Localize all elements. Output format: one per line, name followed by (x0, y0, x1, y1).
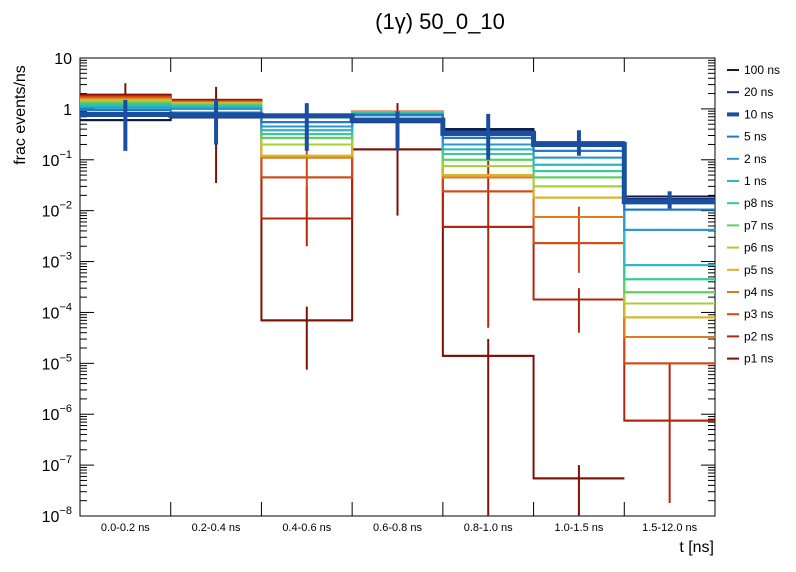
legend-label: 10 ns (744, 107, 773, 121)
legend-label: 100 ns (744, 63, 780, 77)
y-tick-base: 10 (42, 509, 60, 526)
plot-area: 10110−110−210−310−410−510−610−710−80.0-0… (42, 51, 716, 534)
y-tick-exponent: −6 (59, 403, 72, 415)
y-tick-base: 10 (42, 458, 60, 475)
x-tick-label: 0.2-0.4 ns (192, 522, 241, 534)
legend-label: p3 ns (744, 307, 773, 321)
y-tick-base: 10 (42, 204, 60, 221)
y-tick-label: 10−4 (42, 301, 72, 322)
y-tick-label: 1 (63, 102, 72, 119)
legend-label: 5 ns (744, 130, 767, 144)
legend-label: p7 ns (744, 218, 773, 232)
y-tick-base: 10 (42, 305, 60, 322)
x-tick-label: 0.4-0.6 ns (282, 522, 331, 534)
x-axis-title: t [ns] (679, 539, 714, 556)
y-tick-exponent: −2 (59, 200, 72, 212)
y-tick-label: 10−5 (42, 352, 72, 373)
plot-frame (79, 57, 716, 517)
chart-title: (1γ) 50_0_10 (375, 9, 505, 34)
y-tick-base: 10 (42, 356, 60, 373)
y-tick-label: 10−2 (42, 200, 72, 221)
x-tick-label: 0.6-0.8 ns (373, 522, 422, 534)
y-tick-exponent: −8 (59, 505, 72, 517)
x-tick-label: 1.5-12.0 ns (642, 522, 698, 534)
y-tick-base: 10 (42, 255, 60, 272)
legend-label: p6 ns (744, 241, 773, 255)
y-tick-exponent: −1 (59, 149, 72, 161)
legend-label: 2 ns (744, 152, 767, 166)
y-tick-exponent: −3 (59, 251, 72, 263)
x-tick-label: 0.0-0.2 ns (101, 522, 150, 534)
legend-label: p2 ns (744, 329, 773, 343)
y-tick-base: 1 (63, 102, 72, 119)
y-tick-base: 10 (54, 51, 72, 68)
legend-label: p8 ns (744, 196, 773, 210)
legend-label: p4 ns (744, 285, 773, 299)
y-tick-label: 10−1 (42, 149, 72, 170)
y-tick-base: 10 (42, 407, 60, 424)
y-tick-label: 10−6 (42, 403, 72, 424)
y-axis-title: frac events/ns (12, 65, 29, 165)
x-tick-label: 1.0-1.5 ns (554, 522, 603, 534)
x-tick-label: 0.8-1.0 ns (464, 522, 513, 534)
y-tick-label: 10 (54, 51, 72, 68)
y-tick-base: 10 (42, 153, 60, 170)
legend-label: p5 ns (744, 263, 773, 277)
legend-label: p1 ns (744, 352, 773, 366)
y-tick-label: 10−3 (42, 251, 72, 272)
y-tick-exponent: −7 (59, 454, 72, 466)
y-tick-exponent: −5 (59, 352, 72, 364)
y-tick-label: 10−8 (42, 505, 72, 526)
legend-label: 20 ns (744, 85, 773, 99)
legend: 100 ns 20 ns 10 ns 5 ns 2 ns 1 ns p8 ns p7 ns p6… (727, 63, 780, 366)
y-tick-exponent: −4 (59, 301, 72, 313)
legend-label: 1 ns (744, 174, 767, 188)
y-tick-label: 10−7 (42, 454, 72, 475)
